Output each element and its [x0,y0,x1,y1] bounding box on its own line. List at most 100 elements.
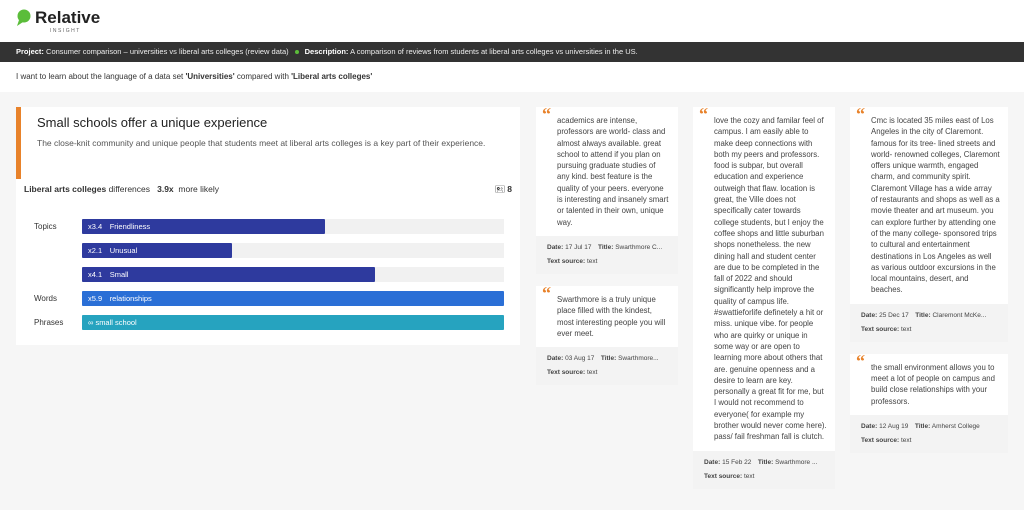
bar: x2.1 Unusual [82,243,233,258]
bar-row: x2.1 Unusual [16,243,520,258]
column: “ Cmc is located 35 miles east of Los Ang… [850,105,1008,453]
meta-label: Date: [861,422,878,430]
summary: Liberal arts colleges differences 3.9x m… [24,184,512,194]
title: Amherst College [931,422,980,430]
quote: “ love the cozy and familar feel of campu… [693,104,835,451]
quote: “ Swarthmore is a truly unique place fill… [536,284,678,347]
meta: Date: 17 Jul 17 Title: Swarthmore C... Te… [536,235,678,274]
source: text [586,369,598,377]
dataset: 'Liberal arts colleges' [291,72,373,81]
text: more likely [178,184,220,194]
quote-mark: “ [856,350,865,371]
title: Swarthmore C... [615,243,663,251]
bar-row: Words x5.9 relationships [16,291,520,306]
meta: Date: 15 Feb 22 Title: Swarthmore ... Tex… [693,450,835,489]
meta-label: Title: [600,355,617,363]
bar-name: Unusual [109,246,138,255]
bar: x3.4 Friendliness [82,219,326,234]
meta-label: Text source: [861,436,900,444]
quote-mark: “ [699,104,708,124]
bar-name: Friendliness [109,222,151,231]
count-value: 8 [507,184,512,194]
description: A comparison of reviews from students at… [350,47,638,56]
label: Project: [16,47,44,56]
dataset: Liberal arts colleges [24,184,107,194]
insight-card: Small schools offer a unique experience … [16,107,520,345]
meta: Date: 25 Dec 17 Title: Claremont McKe...… [850,303,1008,342]
meta-label: Title: [757,458,774,466]
meta-label: Text source: [547,369,586,377]
meta-line: Date: 15 Feb 22 Title: Swarthmore ... [704,456,829,470]
meta-label: Date: [861,311,878,319]
header: Relative INSIGHT [0,0,1024,42]
quote-text: the small environment allows you to meet… [871,362,995,406]
logo: Relative INSIGHT [16,8,101,34]
meta-label: Text source: [547,257,586,265]
quote-text: Swarthmore is a truly unique place fille… [557,294,666,338]
meta: Date: 03 Aug 17 Title: Swarthmore... Text… [536,347,678,386]
group-label: Topics [34,222,57,231]
bar-name: small school [95,318,137,327]
quote-text: Cmc is located 35 miles east of Los Ange… [871,116,1000,295]
bar: x5.9 relationships [82,291,504,306]
insight-title: Small schools offer a unique experience [37,115,268,130]
title: Claremont McKe... [932,311,987,319]
source: text [900,325,912,333]
meta-line: Text source: text [704,470,829,484]
text: I want to learn about the language of a … [16,72,186,81]
bar: ∞ small school [82,315,504,330]
bar-track: x4.1 Small [82,267,504,282]
query: I want to learn about the language of a … [0,62,1024,92]
source: text [900,436,912,444]
text: differences [108,184,151,194]
insight-head: Small schools offer a unique experience … [16,107,520,179]
date: 25 Dec 17 [879,311,909,319]
meta-line: Text source: text [547,366,672,380]
meta-line: Date: 17 Jul 17 Title: Swarthmore C... [547,241,672,255]
meta-line: Text source: text [861,434,1002,448]
text: compared with [234,72,292,81]
quote-text: academics are intense, professors are wo… [557,116,669,227]
meta-label: Date: [547,243,564,251]
meta-label: Title: [914,422,931,430]
bar-track: ∞ small school [82,315,504,330]
quote-card: “ academics are intense, professors are w… [536,105,678,274]
quote-text: love the cozy and familar feel of campus… [714,116,827,442]
quote-card: “ love the cozy and familar feel of campu… [693,104,835,489]
source: text [586,257,598,265]
bar-value: x5.9 [88,294,103,303]
date: 12 Aug 19 [879,422,909,430]
source: text [743,472,755,480]
title: Swarthmore... [618,355,659,363]
bar-row: Phrases ∞ small school [16,315,520,330]
meta-label: Date: [704,458,721,466]
column: “ academics are intense, professors are w… [536,105,678,386]
meta-label: Text source: [861,325,900,333]
meta-line: Date: 25 Dec 17 Title: Claremont McKe... [861,309,1002,323]
title: Swarthmore ... [775,458,818,466]
date: 03 Aug 17 [565,355,595,363]
meta-label: Title: [597,243,614,251]
quote-card: “ the small environment allows you to mee… [850,350,1008,453]
meta-label: Text source: [704,472,743,480]
date: 15 Feb 22 [722,458,752,466]
meta: Date: 12 Aug 19 Title: Amherst College Te… [850,414,1008,453]
bar-name: relationships [109,294,152,303]
bar: x4.1 Small [82,267,376,282]
project-bar: Project: Consumer comparison – universit… [0,42,1024,62]
insight-text: The close-knit community and unique peop… [37,138,486,148]
label: Description: [304,47,349,56]
bar-row: Topics x3.4 Friendliness [16,219,520,234]
count: 🖭︎ 8 [494,184,512,194]
bar-track: x3.4 Friendliness [82,219,504,234]
meta-line: Text source: text [861,323,1002,337]
bar-value: x4.1 [88,270,103,279]
logo-text: Relative [35,8,101,27]
dataset: 'Universities' [185,72,235,81]
quote: “ academics are intense, professors are w… [536,105,678,236]
date: 17 Jul 17 [565,243,592,251]
bar-track: x5.9 relationships [82,291,504,306]
meta-line: Date: 03 Aug 17 Title: Swarthmore... [547,352,672,366]
project: Consumer comparison – universities vs li… [46,47,289,56]
